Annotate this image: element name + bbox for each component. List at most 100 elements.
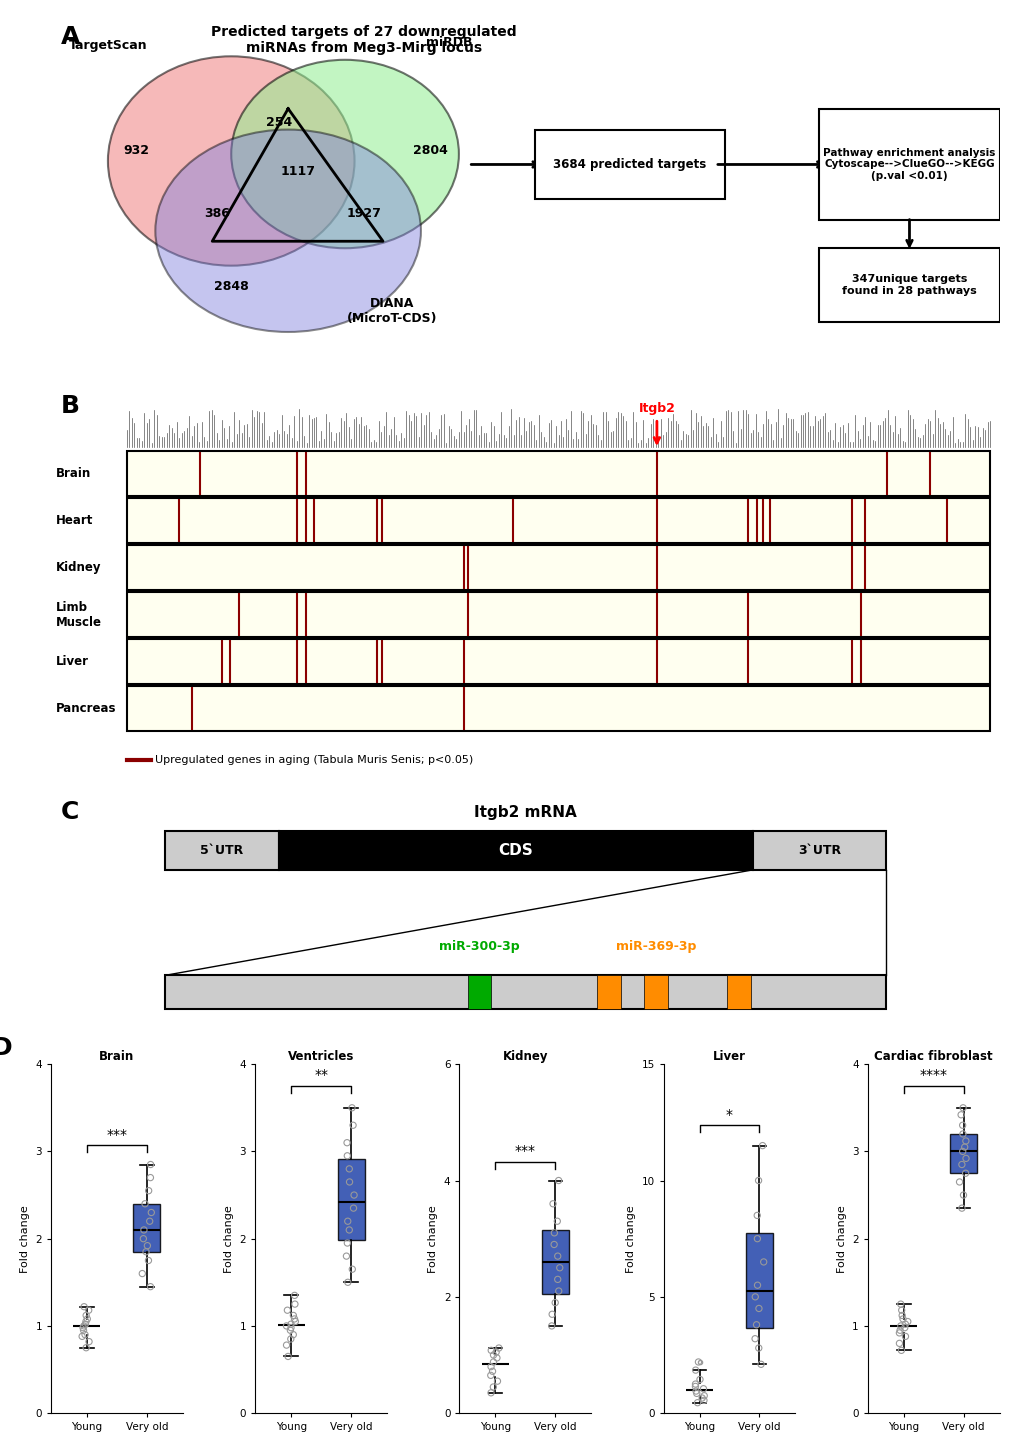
Bar [126, 545, 989, 590]
Point [286, 1308, 303, 1331]
Point [687, 1373, 703, 1396]
Point [485, 1351, 501, 1374]
Point [894, 1308, 910, 1331]
Text: 1117: 1117 [280, 164, 315, 177]
Text: Pancreas: Pancreas [56, 702, 116, 715]
Point [75, 1314, 92, 1337]
Bar [126, 497, 989, 544]
Point [282, 1317, 299, 1340]
Point [483, 1338, 499, 1361]
Text: 2848: 2848 [214, 280, 249, 293]
Point [490, 1337, 506, 1360]
Point [749, 1227, 765, 1250]
Point [749, 1273, 765, 1296]
Point [340, 1218, 357, 1242]
Point [343, 1096, 360, 1119]
Text: miR-300-3p: miR-300-3p [439, 940, 520, 953]
Title: Kidney: Kidney [502, 1050, 547, 1063]
Point [338, 1131, 355, 1154]
Point [344, 1113, 361, 1136]
Point [136, 1218, 152, 1242]
Text: D: D [0, 1037, 12, 1060]
Text: 347unique targets
found in 28 pathways: 347unique targets found in 28 pathways [842, 274, 976, 296]
Text: DIANA
(MicroT-CDS): DIANA (MicroT-CDS) [346, 297, 437, 324]
Text: Predicted targets of 27 downregulated
miRNAs from Meg3-Mirg locus: Predicted targets of 27 downregulated mi… [211, 25, 517, 55]
Point [279, 1345, 296, 1368]
FancyBboxPatch shape [818, 108, 999, 221]
Text: Itgb2 mRNA: Itgb2 mRNA [474, 805, 576, 820]
Bar [126, 593, 989, 637]
Point [687, 1380, 703, 1403]
Point [339, 1210, 356, 1233]
Title: Brain: Brain [99, 1050, 135, 1063]
Text: CDS: CDS [498, 844, 533, 858]
Point [546, 1291, 562, 1314]
Point [74, 1317, 91, 1340]
Point [544, 1193, 560, 1216]
Point [693, 1387, 709, 1410]
Point [690, 1351, 706, 1374]
Point [687, 1374, 703, 1397]
Point [893, 1299, 909, 1322]
Point [551, 1256, 568, 1279]
Bar [644, 975, 667, 1009]
PathPatch shape [950, 1133, 976, 1174]
Point [485, 1376, 501, 1399]
Point [896, 1317, 912, 1340]
Point [955, 1184, 971, 1207]
Point [897, 1312, 913, 1335]
Ellipse shape [155, 130, 421, 332]
Point [957, 1162, 973, 1185]
Bar [126, 686, 989, 731]
Bar [467, 975, 491, 1009]
Point [137, 1193, 153, 1216]
Title: Cardiac fibroblast: Cardiac fibroblast [873, 1050, 993, 1063]
Point [549, 1244, 566, 1268]
Point [545, 1221, 561, 1244]
Point [77, 1309, 94, 1332]
Point [746, 1285, 762, 1308]
Point [142, 1210, 158, 1233]
Text: 1927: 1927 [346, 206, 381, 219]
Point [543, 1314, 559, 1337]
Point [956, 1135, 972, 1158]
Point [691, 1368, 707, 1392]
Point [345, 1184, 362, 1207]
Point [75, 1295, 92, 1318]
Point [482, 1355, 498, 1379]
Point [77, 1304, 94, 1327]
Text: Brain: Brain [56, 467, 91, 480]
Point [695, 1377, 711, 1400]
Text: Pathway enrichment analysis
Cytoscape-->ClueGO-->KEGG
(p.val <0.01): Pathway enrichment analysis Cytoscape-->… [822, 149, 995, 182]
PathPatch shape [745, 1233, 772, 1328]
Point [77, 1312, 94, 1335]
Point [487, 1341, 503, 1364]
Point [695, 1389, 711, 1412]
Point [891, 1321, 907, 1344]
Bar [752, 832, 884, 870]
Text: Kidney: Kidney [56, 561, 101, 574]
Point [543, 1302, 559, 1325]
Text: TargetScan: TargetScan [68, 39, 147, 52]
Point [892, 1292, 908, 1315]
Point [278, 1314, 294, 1337]
Point [893, 1338, 909, 1361]
Bar [727, 975, 750, 1009]
Text: A: A [60, 25, 79, 49]
Point [548, 1210, 565, 1233]
Ellipse shape [108, 56, 355, 265]
Point [338, 1244, 355, 1268]
Point [957, 1146, 973, 1169]
Text: Itgb2: Itgb2 [638, 402, 675, 415]
Point [891, 1332, 907, 1355]
PathPatch shape [133, 1204, 160, 1252]
Point [754, 1133, 770, 1156]
Y-axis label: Fold change: Fold change [428, 1206, 438, 1272]
Text: ***: *** [515, 1145, 535, 1158]
Y-axis label: Fold change: Fold change [19, 1206, 30, 1272]
Text: 2804: 2804 [413, 144, 447, 157]
Point [746, 1327, 762, 1350]
Point [285, 1304, 302, 1327]
Point [76, 1324, 93, 1347]
Point [484, 1360, 500, 1383]
